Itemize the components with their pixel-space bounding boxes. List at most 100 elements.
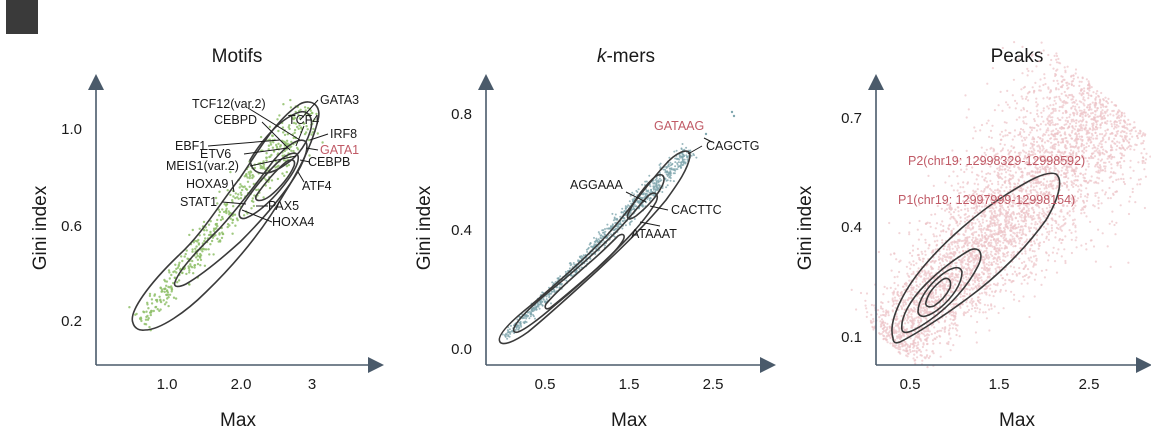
scatter-point	[195, 245, 198, 248]
scatter-point	[926, 343, 929, 346]
scatter-point	[1143, 147, 1146, 151]
scatter-point	[911, 254, 914, 257]
scatter-point	[1072, 185, 1075, 188]
scatter-point	[259, 135, 263, 139]
scatter-point	[1079, 195, 1082, 198]
scatter-point	[898, 270, 901, 274]
scatter-point	[1072, 127, 1075, 130]
scatter-point	[1055, 87, 1058, 90]
scatter-point	[1127, 212, 1131, 216]
scatter-point	[989, 221, 992, 224]
scatter-point	[212, 229, 216, 232]
scatter-point	[1054, 73, 1058, 76]
scatter-point	[1025, 136, 1028, 139]
scatter-point	[167, 285, 170, 289]
scatter-point	[993, 223, 997, 226]
contour-inner-1	[238, 152, 300, 220]
scatter-point	[519, 321, 521, 324]
scatter-point	[172, 296, 176, 299]
scatter-point	[203, 264, 207, 267]
scatter-point	[1080, 93, 1083, 96]
scatter-point	[910, 307, 913, 310]
scatter-point	[1022, 116, 1025, 119]
scatter-point	[1008, 238, 1012, 241]
scatter-point	[951, 149, 954, 152]
scatter-point	[1052, 67, 1055, 70]
scatter-point	[1068, 94, 1071, 97]
scatter-point	[1134, 201, 1137, 204]
scatter-point	[1010, 256, 1013, 259]
scatter-point	[1003, 239, 1006, 242]
scatter-point	[1092, 137, 1095, 140]
scatter-point	[973, 126, 976, 129]
scatter-point	[590, 245, 593, 248]
scatter-point	[879, 320, 882, 323]
scatter-point	[1068, 116, 1071, 119]
scatter-point	[1144, 133, 1147, 136]
leader-gata3	[299, 99, 319, 121]
scatter-point	[644, 180, 647, 183]
scatter-point	[1075, 141, 1078, 144]
scatter-point	[966, 259, 970, 262]
scatter-point	[999, 142, 1002, 146]
scatter-point	[674, 169, 677, 172]
scatter-point	[951, 327, 954, 330]
scatter-point	[181, 271, 184, 274]
scatter-point	[987, 264, 990, 267]
scatter-point	[1123, 112, 1126, 115]
scatter-point	[198, 234, 201, 237]
scatter-point	[1042, 215, 1045, 218]
scatter-point	[149, 313, 152, 317]
scatter-point	[1004, 255, 1007, 258]
scatter-point	[1013, 293, 1016, 296]
scatter-point	[218, 190, 221, 193]
scatter-point	[980, 292, 984, 295]
scatter-point	[1003, 247, 1006, 250]
scatter-point	[1093, 150, 1096, 153]
scatter-point	[291, 116, 294, 120]
scatter-point	[1004, 223, 1007, 226]
scatter-point	[986, 266, 989, 270]
scatter-point	[1076, 103, 1079, 106]
scatter-point	[917, 343, 920, 346]
scatter-point	[1085, 142, 1088, 145]
scatter-point	[217, 208, 220, 211]
scatter-point	[972, 207, 975, 210]
scatter-point	[193, 264, 197, 267]
scatter-point	[1105, 100, 1108, 103]
scatter-point	[998, 189, 1001, 192]
scatter-point	[283, 140, 286, 144]
scatter-point	[953, 240, 956, 243]
scatter-point	[917, 316, 921, 319]
scatter-point	[939, 223, 942, 226]
scatter-point	[998, 175, 1002, 178]
scatter-point	[201, 250, 204, 253]
scatter-point	[1060, 127, 1063, 130]
scatter-point	[1100, 91, 1103, 95]
scatter-point	[1049, 137, 1052, 140]
scatter-point	[948, 207, 952, 211]
scatter-point	[666, 175, 669, 177]
scatter-point	[1012, 78, 1016, 81]
scatter-point	[218, 233, 221, 236]
scatter-point	[906, 349, 909, 352]
scatter-point	[1126, 139, 1129, 142]
scatter-point	[676, 162, 679, 165]
scatter-point	[548, 293, 551, 296]
scatter-point	[1078, 84, 1081, 87]
scatter-point	[1097, 152, 1100, 155]
scatter-point	[1094, 106, 1097, 109]
scatter-point	[1097, 196, 1100, 199]
scatter-point	[1020, 219, 1023, 222]
scatter-point	[682, 163, 685, 166]
scatter-point	[1113, 223, 1116, 227]
scatter-point	[679, 156, 682, 159]
scatter-point	[987, 237, 990, 240]
scatter-point	[1096, 115, 1099, 118]
scatter-point	[1110, 167, 1113, 170]
scatter-point	[1115, 123, 1118, 127]
scatter-point	[912, 306, 916, 309]
annotation-leaders	[207, 99, 329, 223]
scatter-point	[989, 129, 993, 132]
scatter-point	[992, 150, 995, 153]
